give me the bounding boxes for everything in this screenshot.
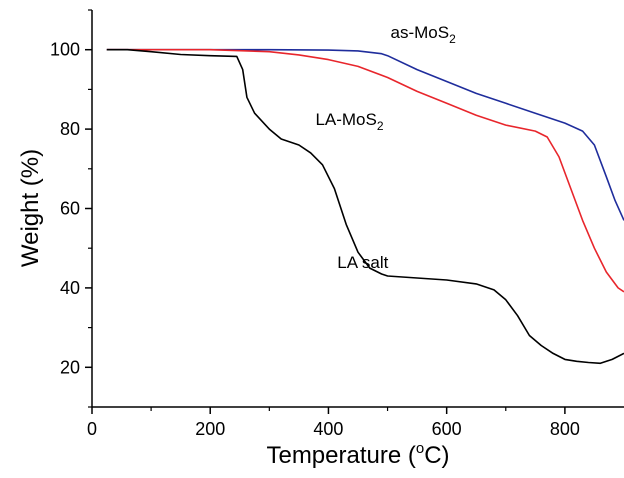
x-tick-label: 800 (550, 419, 580, 439)
x-axis-title-tail: C) (424, 442, 449, 469)
series-line-0 (106, 48, 624, 221)
series-lines (106, 48, 624, 365)
series-label-1: LA-MoS2 (315, 110, 383, 133)
y-tick-label: 20 (60, 357, 80, 377)
axis-ticks (85, 9, 566, 414)
x-tick-label: 400 (313, 419, 343, 439)
tick-labels: 0 200 400 600 800 20 40 60 80 100 (50, 40, 580, 439)
y-tick-label: 60 (60, 199, 80, 219)
series-label-text: LA-MoS (315, 110, 376, 129)
series-line-1 (106, 48, 624, 293)
series-label-0: as-MoS2 (391, 23, 457, 46)
x-axis-title: Temperature (oC) (266, 440, 449, 469)
series-line-2 (106, 48, 624, 365)
y-tick-label: 80 (60, 119, 80, 139)
x-axis-title-superscript: o (416, 440, 424, 457)
y-axis-title: Weight (%) (17, 149, 44, 267)
series-label-subscript: 2 (449, 32, 456, 46)
x-tick-label: 0 (87, 419, 97, 439)
x-tick-label: 600 (432, 419, 462, 439)
series-label-subscript: 2 (377, 119, 384, 133)
series-label-text: LA salt (337, 253, 388, 272)
series-label-2: LA salt (337, 253, 388, 272)
series-label-text: as-MoS (391, 23, 450, 42)
y-tick-label: 40 (60, 278, 80, 298)
x-axis-title-main: Temperature ( (266, 442, 415, 469)
x-tick-label: 200 (195, 419, 225, 439)
y-tick-label: 100 (50, 40, 80, 60)
